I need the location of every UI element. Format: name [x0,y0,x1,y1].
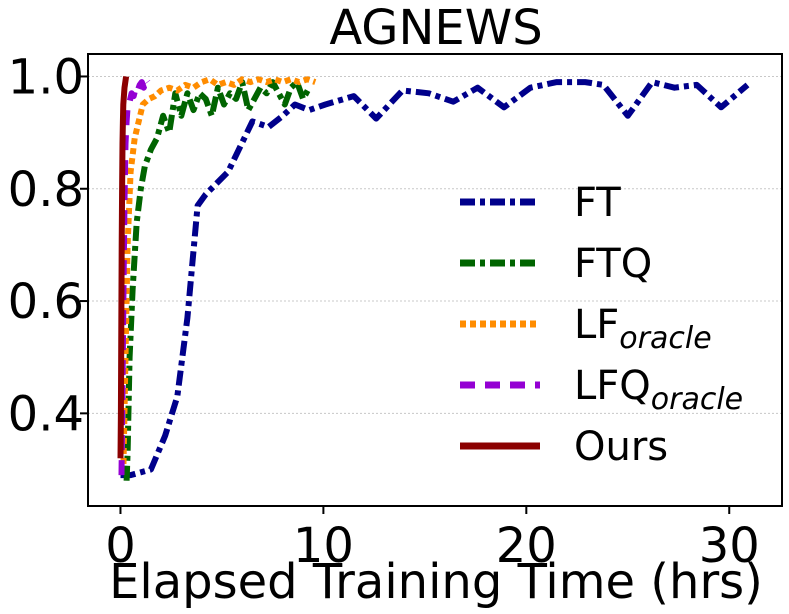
series-line-FTQ [123,79,312,481]
x-axis: 0 10 20 30 [105,506,760,574]
y-tick-label-3: 1.0 [8,49,84,105]
plot-frame [87,53,783,507]
series-line-LForacle [120,76,317,464]
legend: FT FTQ LForacle LFQoracle Ours [460,180,743,470]
y-tick-label-0: 0.4 [8,386,84,442]
legend-label-FT: FT [574,180,621,226]
plot-series [117,76,750,481]
legend-label-LFQoracle: LFQoracle [574,363,743,417]
legend-label-Ours: Ours [574,424,668,470]
x-tick-label-2: 20 [496,518,557,574]
legend-label-LForacle: LForacle [574,302,712,356]
x-tick-label-3: 30 [699,518,760,574]
x-tick-label-0: 0 [105,518,136,574]
legend-label-FTQ: FTQ [574,241,652,287]
x-tick-label-1: 10 [293,518,354,574]
x-axis-label: Elapsed Training Time (hrs) [109,554,763,610]
chart-title: AGNEWS [329,0,542,56]
series-line-Ours [117,76,130,459]
y-axis: 0.4 0.6 0.8 1.0 [8,49,88,442]
series-line-FT [120,79,750,479]
y-tick-label-1: 0.6 [8,274,84,330]
series-line-LFQoracle [118,76,151,476]
y-tick-label-2: 0.8 [8,162,84,218]
